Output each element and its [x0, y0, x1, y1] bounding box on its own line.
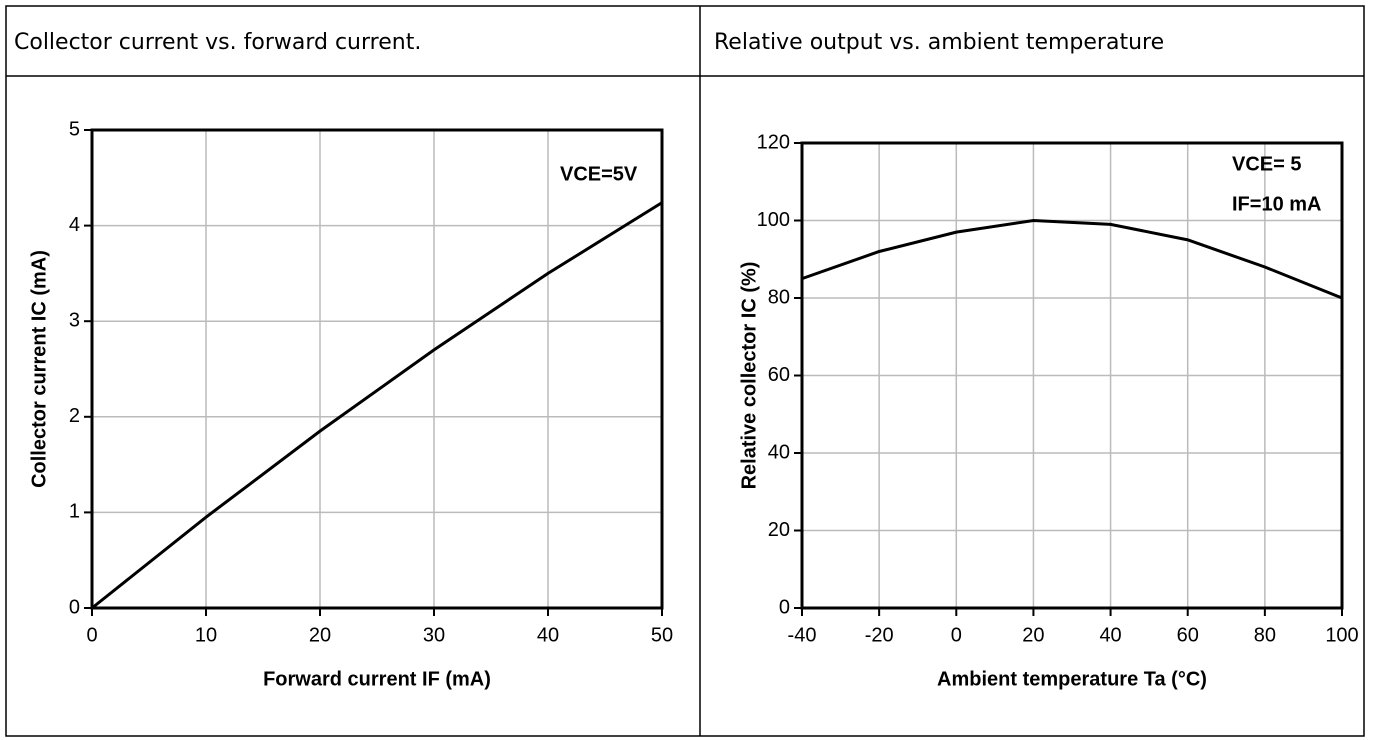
- y-axis-label: Collector current IC (mA): [28, 250, 50, 488]
- annotation: VCE=5V: [560, 163, 638, 185]
- plot-frame: [90, 128, 664, 610]
- x-axis-label: Ambient temperature Ta (°C): [937, 668, 1207, 690]
- x-tick-label: -40: [788, 624, 817, 646]
- data-line: [91, 201, 663, 610]
- header: Collector current vs. forward current.: [14, 30, 421, 55]
- x-tick-label: 30: [423, 624, 445, 646]
- y-tick-label: 60: [768, 364, 790, 386]
- x-tick-label: 100: [1325, 624, 1358, 646]
- x-tick-label: 0: [951, 624, 962, 646]
- y-tick-label: 4: [69, 214, 80, 236]
- x-tick-label: 40: [537, 624, 559, 646]
- table-border: [5, 5, 1365, 737]
- x-tick-label: 40: [1099, 624, 1121, 646]
- y-tick-label: 0: [779, 596, 790, 618]
- x-axis-label: Forward current IF (mA): [263, 668, 491, 690]
- x-tick-label: 20: [309, 624, 331, 646]
- header: Relative output vs. ambient temperature: [714, 30, 1164, 55]
- y-tick-label: 1: [69, 501, 80, 523]
- y-tick-label: 0: [69, 596, 80, 618]
- data-line: [801, 218, 1343, 300]
- y-tick-label: 20: [768, 519, 790, 541]
- x-tick-label: -20: [865, 624, 894, 646]
- x-tick-label: 0: [86, 624, 97, 646]
- x-tick-label: 60: [1177, 624, 1199, 646]
- y-tick-label: 3: [69, 309, 80, 331]
- y-tick-label: 120: [757, 131, 790, 153]
- y-tick-label: 80: [768, 286, 790, 308]
- plot-frame: [800, 141, 1344, 610]
- y-tick-label: 2: [69, 405, 80, 427]
- annotation: VCE= 5: [1232, 153, 1301, 175]
- y-axis-label: Relative collector IC (%): [738, 262, 760, 490]
- y-tick-label: 40: [768, 441, 790, 463]
- annotation: IF=10 mA: [1232, 193, 1321, 215]
- y-tick-label: 100: [757, 209, 790, 231]
- x-tick-label: 10: [195, 624, 217, 646]
- y-tick-label: 5: [69, 118, 80, 140]
- x-tick-label: 80: [1254, 624, 1276, 646]
- x-tick-label: 50: [651, 624, 673, 646]
- x-tick-label: 20: [1022, 624, 1044, 646]
